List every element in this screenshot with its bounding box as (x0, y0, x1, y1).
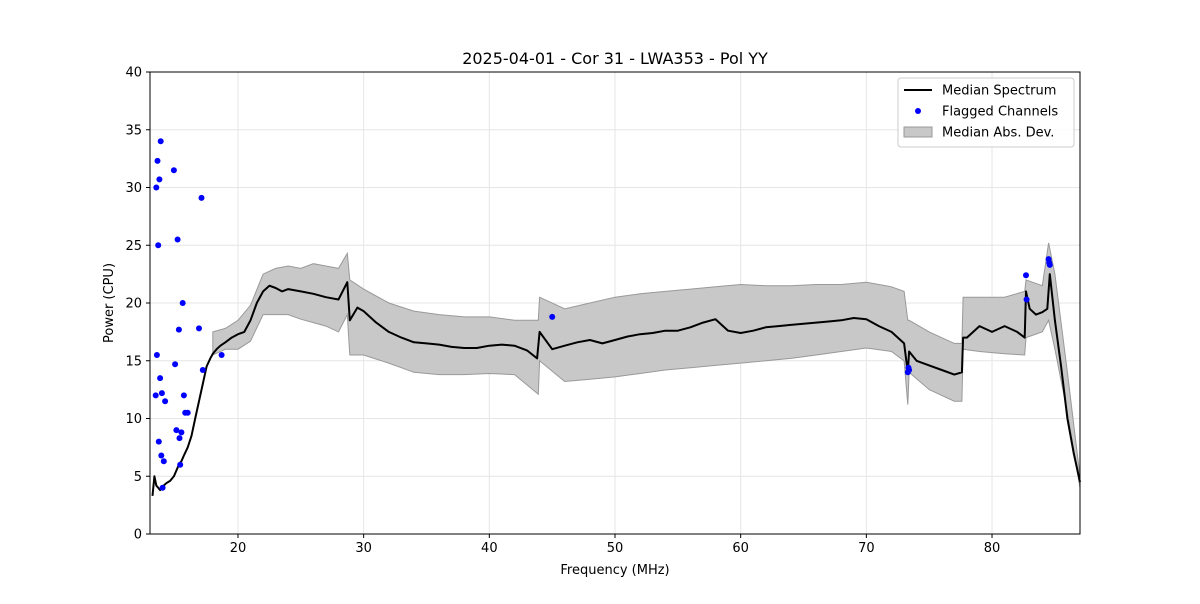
flagged-channel-point (178, 429, 185, 436)
mad-band-layer (212, 242, 1081, 488)
flagged-channel-point (160, 458, 167, 465)
mad-band (212, 242, 1081, 488)
chart-title: 2025-04-01 - Cor 31 - LWA353 - Pol YY (462, 49, 768, 68)
flagged-channel-point (154, 157, 161, 164)
flagged-channel-point (1046, 261, 1053, 268)
flagged-channel-point (1023, 296, 1030, 303)
flagged-channel-point (159, 484, 166, 491)
flagged-points-layer (152, 138, 1053, 491)
y-tick-label: 20 (125, 297, 142, 312)
flagged-channel-point (158, 390, 165, 397)
x-axis-label: Frequency (MHz) (560, 563, 669, 578)
flagged-channel-point (153, 352, 160, 358)
y-tick-label: 25 (125, 239, 142, 254)
x-tick-label: 40 (481, 541, 498, 556)
legend-box (897, 77, 1075, 148)
x-axis-ticks: 20 30 40 50 60 70 80 (230, 534, 1001, 556)
y-tick-label: 10 (125, 412, 142, 427)
legend-label: Median Spectrum (942, 84, 1056, 99)
legend-marker-swatch (915, 108, 921, 114)
y-tick-label: 40 (125, 66, 142, 81)
flagged-channel-point (158, 452, 165, 459)
legend-patch-swatch (903, 126, 933, 138)
y-axis-ticks: 0 5 10 15 20 25 30 35 40 (125, 66, 150, 543)
flagged-channel-point (175, 326, 182, 333)
y-tick-label: 30 (125, 181, 142, 196)
legend-label: Flagged Channels (942, 105, 1058, 120)
flagged-channel-point (196, 325, 202, 332)
flagged-channel-point (170, 167, 177, 174)
flagged-channel-point (156, 176, 163, 183)
flagged-channel-point (1023, 272, 1029, 279)
legend: Median Spectrum Flagged Channels Median Ab… (897, 77, 1075, 148)
flagged-channel-point (184, 409, 191, 416)
flagged-channel-point (173, 427, 180, 434)
x-tick-label: 80 (984, 541, 1001, 556)
flagged-channel-point (198, 194, 205, 201)
flagged-channel-point (162, 398, 169, 405)
flagged-channel-point (152, 392, 159, 399)
flagged-channel-point (157, 375, 164, 382)
median-spectrum-line (151, 273, 1081, 496)
flagged-channel-point (199, 367, 206, 373)
x-tick-label: 60 (732, 541, 749, 556)
x-tick-label: 20 (230, 541, 247, 556)
legend-label: Median Abs. Dev. (942, 126, 1054, 141)
y-tick-label: 15 (125, 354, 142, 369)
median-line-layer (151, 273, 1081, 496)
flagged-channel-point (549, 313, 556, 320)
flagged-channel-point (176, 435, 183, 442)
flagged-channel-point (906, 367, 913, 373)
y-tick-label: 0 (134, 528, 142, 543)
flagged-channel-point (174, 236, 181, 243)
x-tick-label: 50 (607, 541, 624, 556)
flagged-channel-point (155, 242, 162, 249)
flagged-channel-point (177, 461, 184, 468)
flagged-channel-point (218, 352, 225, 358)
flagged-channel-point (179, 300, 186, 306)
y-tick-label: 5 (134, 470, 142, 485)
x-tick-label: 30 (355, 541, 372, 556)
flagged-channel-point (155, 438, 162, 445)
flagged-channel-point (172, 361, 179, 368)
flagged-channel-point (153, 184, 160, 191)
flagged-channel-point (180, 392, 187, 399)
x-tick-label: 70 (858, 541, 875, 556)
flagged-channel-point (157, 138, 164, 145)
y-axis-label: Power (CPU) (102, 263, 117, 343)
y-tick-label: 35 (125, 123, 142, 138)
